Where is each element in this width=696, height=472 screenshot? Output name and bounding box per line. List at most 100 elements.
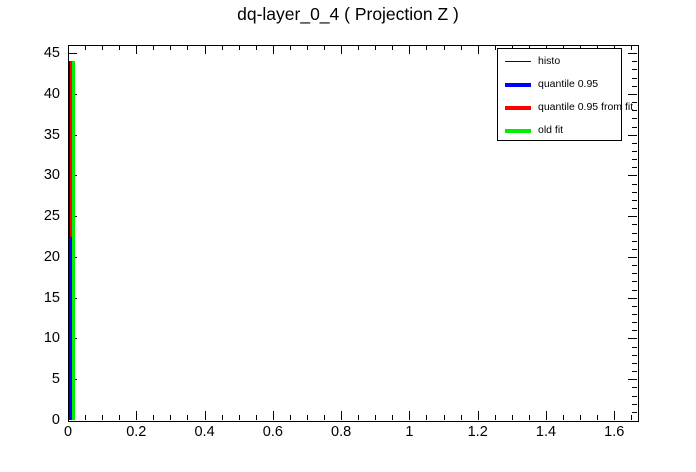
axis-tick [632, 322, 637, 323]
axis-tick [632, 224, 637, 225]
axis-tick [632, 118, 637, 119]
axis-tick [632, 306, 637, 307]
axis-tick [628, 379, 637, 380]
axis-tick [628, 53, 637, 54]
axis-tick [632, 78, 637, 79]
axis-tick [478, 411, 479, 420]
axis-tick [119, 415, 120, 420]
axis-tick [632, 102, 637, 103]
axis-tick [632, 192, 637, 193]
legend-line-sample [505, 105, 531, 110]
axis-tick [632, 241, 637, 242]
axis-tick [632, 127, 637, 128]
axis-tick [632, 404, 637, 405]
axis-tick [119, 45, 120, 50]
legend-box: histo quantile 0.95 quantile 0.95 from fit… [497, 48, 633, 142]
axis-tick [632, 233, 637, 234]
y-axis-tick-label: 35 [43, 126, 60, 143]
axis-tick [632, 355, 637, 356]
axis-tick [205, 411, 206, 420]
y-axis-tick-label: 20 [43, 248, 60, 265]
x-axis-tick-label: 0 [63, 424, 73, 440]
plot-area [68, 45, 637, 420]
axis-tick [307, 415, 308, 420]
axis-tick [632, 281, 637, 282]
y-axis-tick-label: 30 [43, 167, 60, 184]
axis-tick [632, 396, 637, 397]
x-axis-tick-label: 1.4 [535, 424, 557, 440]
axis-tick [632, 86, 637, 87]
axis-tick [461, 415, 462, 420]
axis-tick [102, 415, 103, 420]
axis-tick [409, 45, 410, 54]
x-axis-tick-label: 1 [405, 424, 414, 440]
axis-tick [290, 45, 291, 50]
axis-tick [512, 415, 513, 420]
axis-tick [239, 415, 240, 420]
axis-tick [597, 45, 598, 50]
axis-tick [580, 415, 581, 420]
legend-entry-label: quantile 0.95 from fit [538, 101, 634, 114]
axis-tick [632, 61, 637, 62]
axis-tick [392, 415, 393, 420]
axis-tick [632, 265, 637, 266]
legend-line-sample [505, 61, 531, 62]
axis-tick [392, 45, 393, 50]
axis-tick [358, 45, 359, 50]
legend-entry: old fit [498, 119, 621, 142]
page-title: dq-layer_0_4 ( Projection Z ) [237, 4, 459, 24]
legend-entry-label: quantile 0.95 [538, 78, 599, 91]
axis-tick [324, 45, 325, 50]
axis-tick [580, 45, 581, 50]
legend-entry-label: old fit [538, 124, 564, 137]
axis-tick [632, 184, 637, 185]
axis-tick [239, 45, 240, 50]
axis-tick [68, 411, 69, 420]
axis-tick [563, 45, 564, 50]
axis-tick [628, 257, 637, 258]
x-axis-tick-label: 1.6 [604, 424, 625, 440]
axis-tick [478, 45, 479, 54]
x-axis-tick-label: 0.6 [262, 424, 283, 440]
legend-line-sample [505, 82, 531, 87]
axis-tick [409, 411, 410, 420]
axis-tick [68, 45, 73, 46]
axis-tick [256, 415, 257, 420]
axis-tick [68, 53, 77, 54]
x-axis-tick-label: 0.4 [194, 424, 215, 440]
x-axis-tick-label: 1.2 [467, 424, 488, 440]
axis-tick [632, 249, 637, 250]
axis-tick [632, 143, 637, 144]
axis-tick [222, 415, 223, 420]
axis-tick [170, 45, 171, 50]
axis-tick [632, 290, 637, 291]
axis-tick [632, 167, 637, 168]
x-axis-tick-label: 0.8 [331, 424, 352, 440]
y-axis-tick-label: 40 [43, 85, 60, 102]
axis-tick [205, 45, 206, 54]
axis-tick [631, 415, 632, 420]
y-axis-tick-label: 45 [43, 45, 60, 62]
axis-tick [153, 415, 154, 420]
y-axis-tick-label: 5 [51, 371, 60, 388]
axis-tick [628, 94, 637, 95]
axis-tick [628, 175, 637, 176]
axis-tick [136, 411, 137, 420]
axis-tick [632, 314, 637, 315]
axis-tick [307, 45, 308, 50]
axis-tick [358, 415, 359, 420]
axis-tick [546, 411, 547, 420]
axis-tick [85, 45, 86, 50]
axis-tick [68, 45, 69, 54]
axis-tick [632, 363, 637, 364]
axis-tick [187, 415, 188, 420]
axis-tick [632, 330, 637, 331]
axis-tick [597, 415, 598, 420]
axis-tick [341, 411, 342, 420]
axis-tick [632, 347, 637, 348]
axis-tick [341, 45, 342, 54]
axis-tick [324, 415, 325, 420]
axis-tick [631, 45, 632, 50]
axis-tick [102, 45, 103, 50]
